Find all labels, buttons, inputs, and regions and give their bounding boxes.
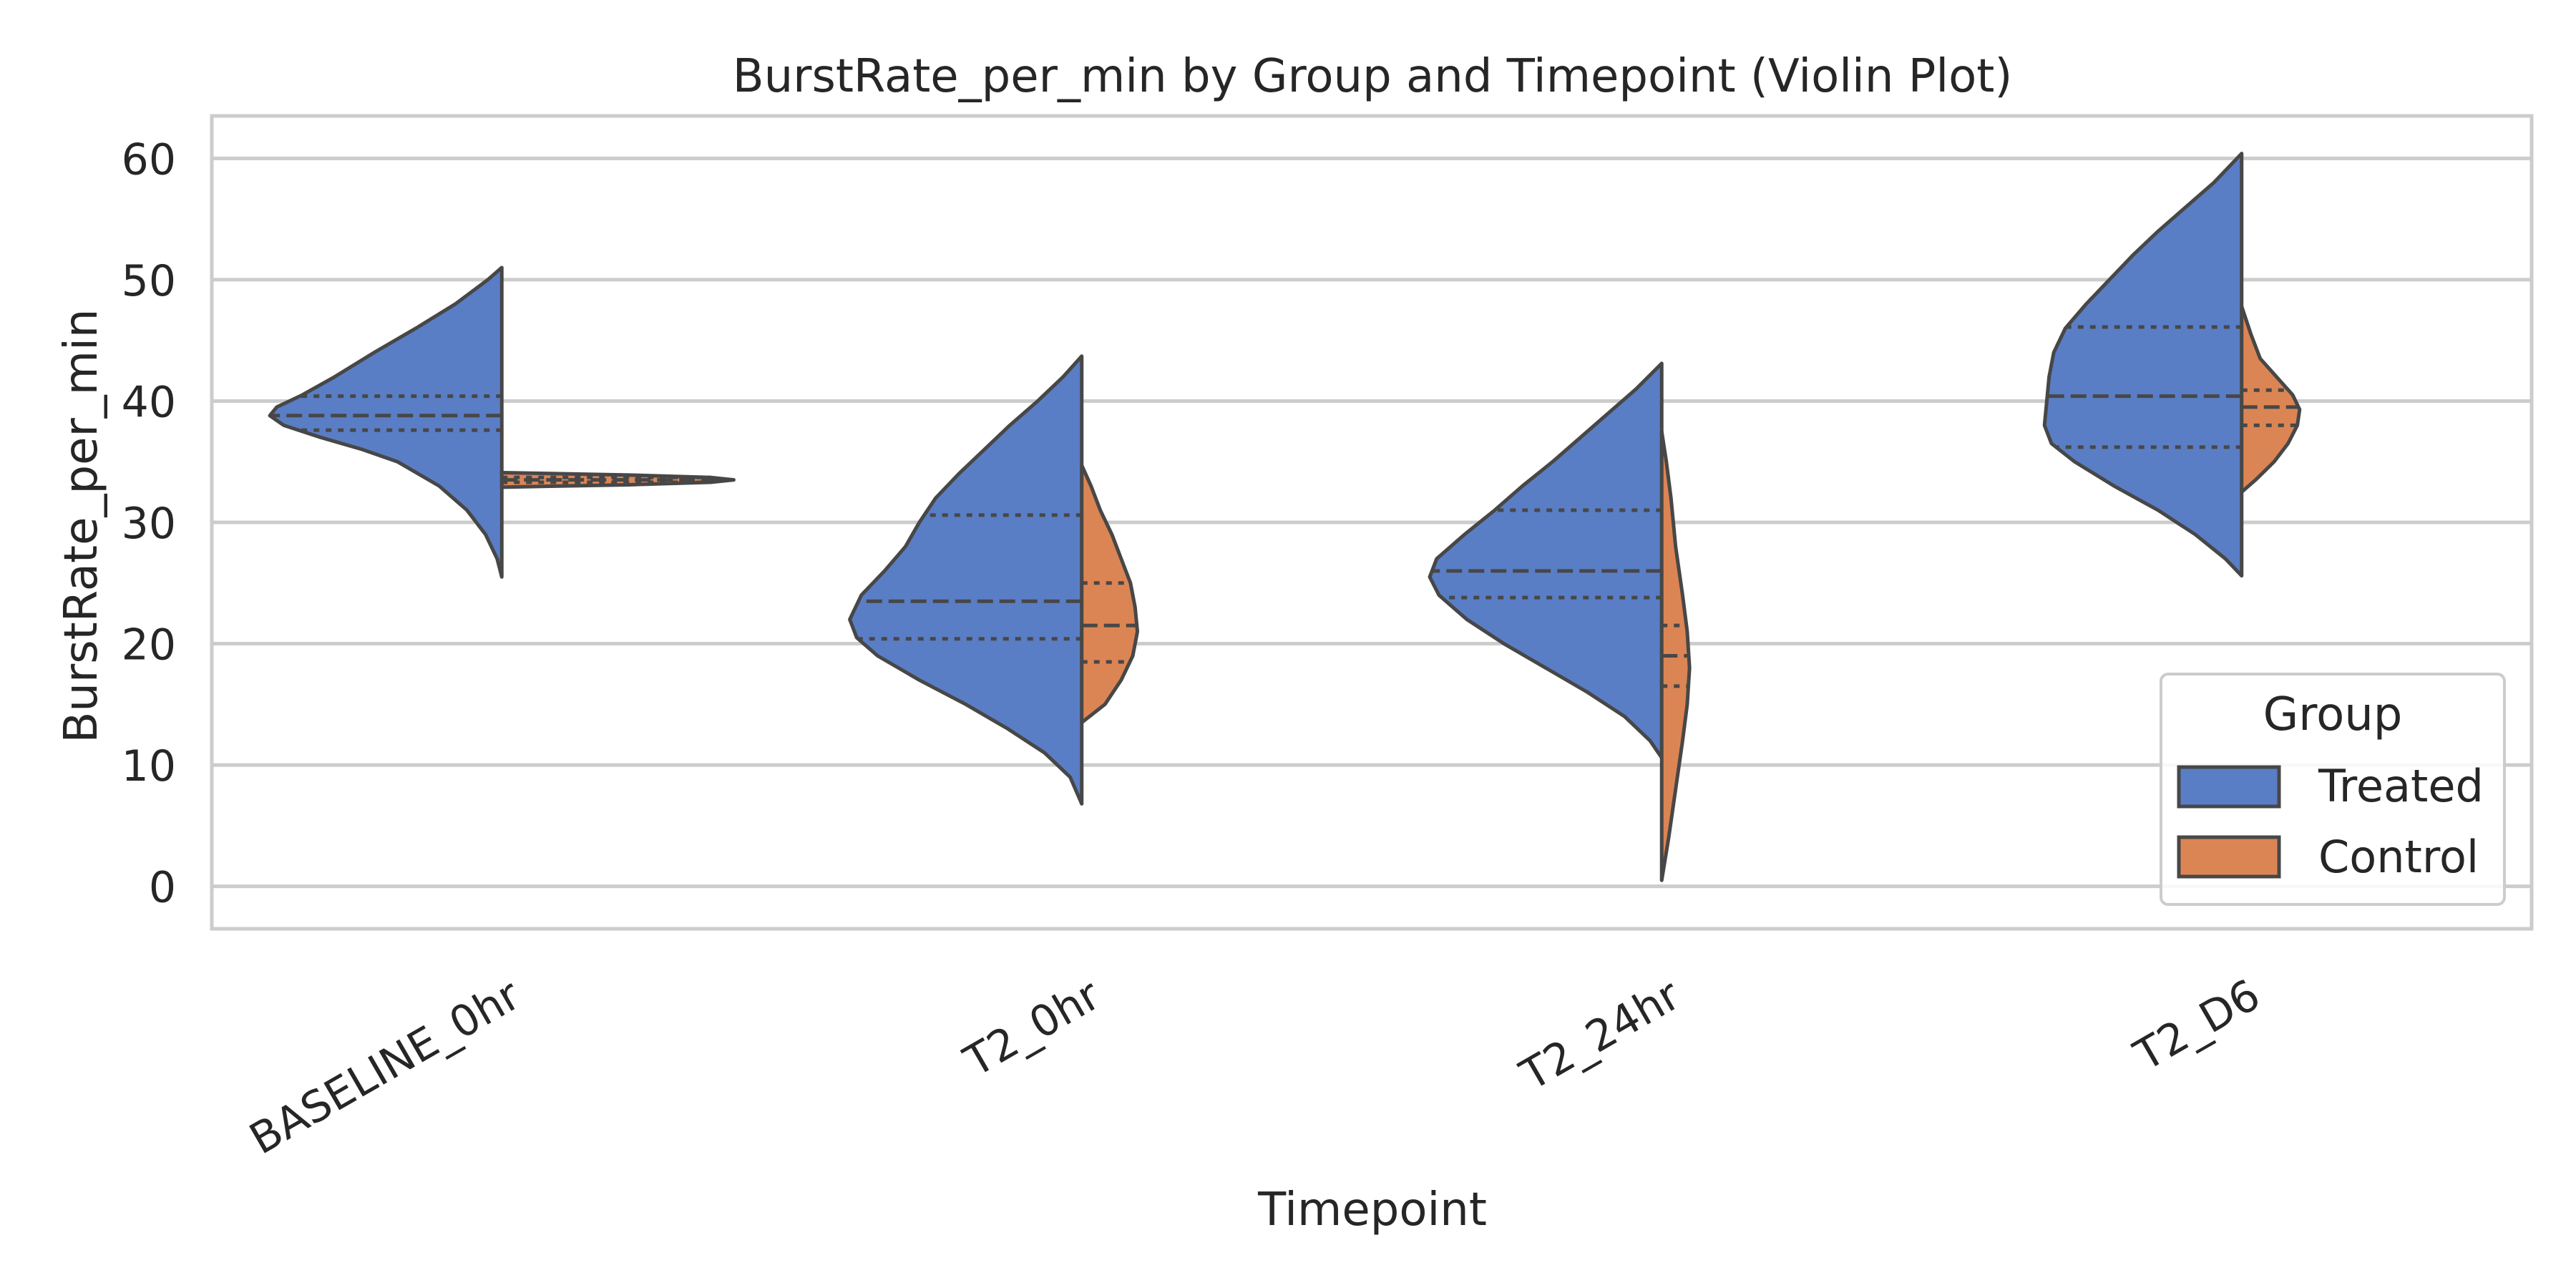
legend-swatch-treated: [2177, 765, 2281, 809]
y-tick-label: 20: [122, 620, 176, 670]
violin-treated-T2_24hr: [1428, 361, 1664, 760]
legend-label-control: Control: [2318, 831, 2479, 883]
legend-swatch-control: [2177, 835, 2281, 879]
violin-treated-T2_0hr: [848, 354, 1084, 806]
violin-treated-T2_D6: [2042, 152, 2244, 578]
legend-label-treated: Treated: [2318, 760, 2484, 812]
y-tick-labels: 0 10 20 30 40 50 60: [122, 135, 176, 912]
y-tick-label: 30: [122, 499, 176, 549]
violins: [268, 152, 2302, 882]
y-tick-label: 10: [122, 741, 176, 791]
y-tick-label: 0: [149, 863, 176, 913]
y-axis-label: BurstRate_per_min: [55, 309, 108, 743]
violin-control-T2_D6: [2240, 304, 2302, 494]
y-tick-label: 50: [122, 256, 176, 306]
x-axis-label: Timepoint: [1257, 1184, 1487, 1236]
chart-title: BurstRate_per_min by Group and Timepoint…: [733, 50, 2013, 103]
y-tick-label: 40: [122, 377, 176, 427]
plot-frame: [210, 114, 2534, 931]
legend-title: Group: [2263, 688, 2403, 741]
legend: Group Treated Control: [2160, 673, 2506, 906]
y-tick-label: 60: [122, 135, 176, 185]
